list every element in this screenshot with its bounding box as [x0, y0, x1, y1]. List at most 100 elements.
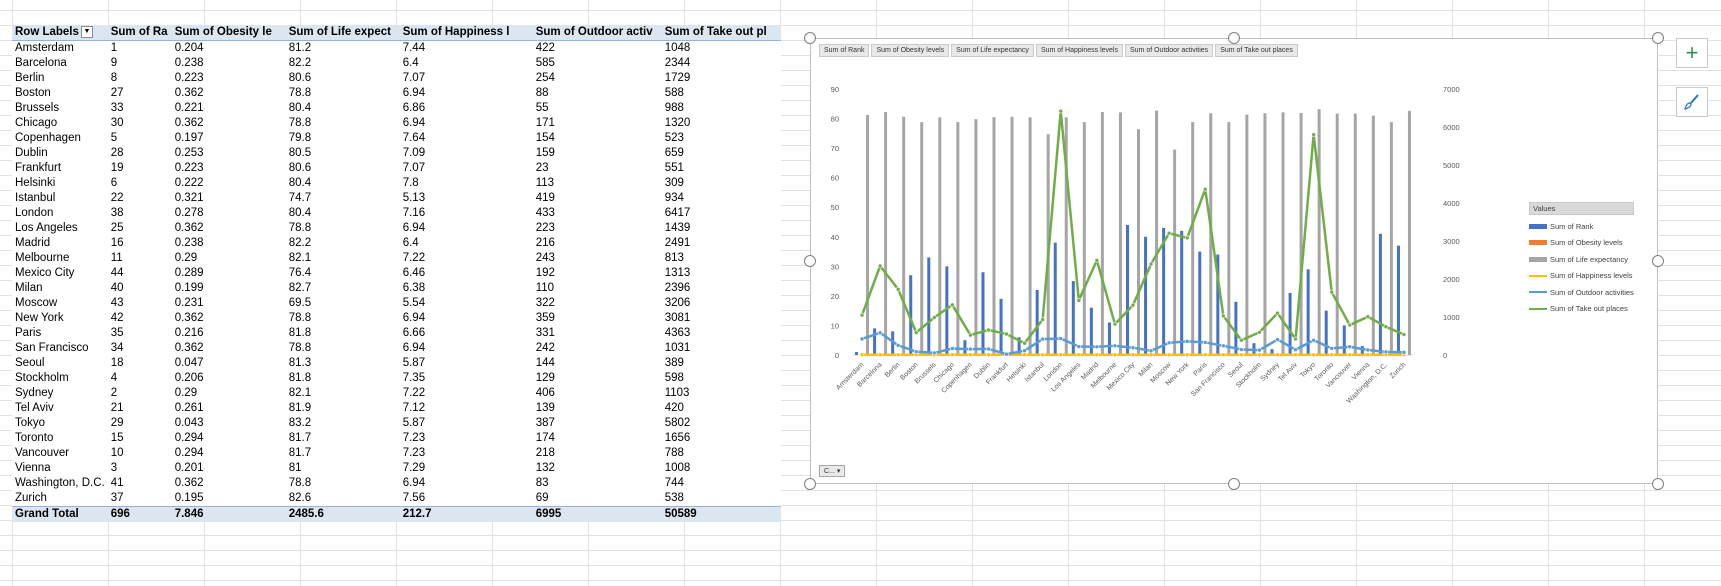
row-label-cell[interactable]: New York	[15, 312, 64, 324]
row-label-cell[interactable]: Milan	[15, 282, 43, 294]
value-cell[interactable]: 144	[535, 357, 555, 369]
row-label-cell[interactable]: Dublin	[15, 147, 48, 159]
value-cell[interactable]: 174	[535, 432, 555, 444]
value-cell[interactable]: 7.22	[402, 387, 426, 399]
value-cell[interactable]: 5.87	[402, 417, 426, 429]
value-cell[interactable]: 359	[535, 312, 555, 324]
value-cell[interactable]: 3081	[664, 312, 691, 324]
value-cell[interactable]: 43	[110, 297, 124, 309]
value-cell[interactable]: 78.8	[288, 312, 312, 324]
value-cell[interactable]: 7.07	[402, 72, 426, 84]
row-label-cell[interactable]: Washington, D.C.	[15, 477, 105, 489]
resize-handle[interactable]	[1652, 255, 1664, 267]
value-cell[interactable]: 80.6	[288, 162, 312, 174]
value-cell[interactable]: 21	[110, 402, 124, 414]
value-cell[interactable]: 0.047	[174, 357, 204, 369]
value-cell[interactable]: 40	[110, 282, 124, 294]
value-cell[interactable]: 406	[535, 387, 555, 399]
value-cell[interactable]: 6.38	[402, 282, 426, 294]
row-label-cell[interactable]: Seoul	[15, 357, 45, 369]
value-cell[interactable]: 218	[535, 447, 555, 459]
value-cell[interactable]: 0.223	[174, 162, 204, 174]
value-cell[interactable]: 154	[535, 132, 555, 144]
value-cell[interactable]: 7.12	[402, 402, 426, 414]
value-cell[interactable]: 309	[664, 177, 684, 189]
value-cell[interactable]: 81.9	[288, 402, 312, 414]
value-cell[interactable]: 83.2	[288, 417, 312, 429]
value-cell[interactable]: 6.94	[402, 312, 426, 324]
value-cell[interactable]: 5	[110, 132, 118, 144]
value-cell[interactable]: 0.362	[174, 312, 204, 324]
value-cell[interactable]: 3206	[664, 297, 691, 309]
row-label-cell[interactable]: Toronto	[15, 432, 54, 444]
value-cell[interactable]: 5802	[664, 417, 691, 429]
value-cell[interactable]: 6.86	[402, 102, 426, 114]
value-cell[interactable]: 216	[535, 237, 555, 249]
value-cell[interactable]: 322	[535, 297, 555, 309]
row-label-cell[interactable]: Stockholm	[15, 372, 69, 384]
value-cell[interactable]: 132	[535, 462, 555, 474]
value-cell[interactable]: 5.87	[402, 357, 426, 369]
filter-dropdown-icon[interactable]: ▼	[80, 25, 93, 38]
value-cell[interactable]: 331	[535, 327, 555, 339]
value-cell[interactable]: 78.8	[288, 342, 312, 354]
row-label-cell[interactable]: San Francisco	[15, 342, 89, 354]
row-label-cell[interactable]: Paris	[15, 327, 42, 339]
value-cell[interactable]: 78.8	[288, 117, 312, 129]
value-cell[interactable]: 6.94	[402, 117, 426, 129]
column-header[interactable]: Sum of Obesity le	[171, 25, 286, 41]
value-cell[interactable]: 11	[110, 252, 123, 264]
value-cell[interactable]: 7.23	[402, 447, 426, 459]
value-cell[interactable]: 7.23	[402, 432, 426, 444]
value-cell[interactable]: 7.8	[402, 177, 419, 189]
value-cell[interactable]: 15	[110, 432, 124, 444]
value-cell[interactable]: 22	[110, 192, 124, 204]
value-cell[interactable]: 82.7	[288, 282, 312, 294]
value-cell[interactable]: 585	[535, 57, 555, 69]
row-labels-header[interactable]: Row Labels ▼	[12, 25, 108, 41]
value-cell[interactable]: 78.8	[288, 87, 312, 99]
value-cell[interactable]: 80.6	[288, 72, 312, 84]
value-cell[interactable]: 79.8	[288, 132, 312, 144]
value-cell[interactable]: 82.6	[288, 492, 312, 504]
value-cell[interactable]: 80.5	[288, 147, 312, 159]
row-label-cell[interactable]: Los Angeles	[15, 222, 78, 234]
value-cell[interactable]: 1320	[664, 117, 691, 129]
value-cell[interactable]: 9	[110, 57, 118, 69]
value-cell[interactable]: 3	[110, 462, 118, 474]
value-cell[interactable]: 16	[110, 237, 124, 249]
value-cell[interactable]: 82.1	[288, 252, 312, 264]
value-cell[interactable]: 19	[110, 162, 124, 174]
total-cell[interactable]: 7.846	[171, 506, 286, 522]
value-cell[interactable]: 110	[535, 282, 555, 294]
value-cell[interactable]: 6.4	[402, 237, 419, 249]
chart-styles-button[interactable]	[1676, 87, 1708, 117]
value-cell[interactable]: 171	[535, 117, 555, 129]
value-cell[interactable]: 0.222	[174, 177, 204, 189]
value-cell[interactable]: 41	[110, 477, 124, 489]
value-cell[interactable]: 538	[664, 492, 684, 504]
legend-item[interactable]: Sum of Rank	[1529, 218, 1634, 235]
value-cell[interactable]: 25	[110, 222, 124, 234]
value-cell[interactable]: 0.278	[174, 207, 204, 219]
value-cell[interactable]: 0.221	[174, 102, 204, 114]
row-label-cell[interactable]: Madrid	[15, 237, 51, 249]
value-cell[interactable]: 422	[535, 42, 555, 54]
value-cell[interactable]: 81.8	[288, 327, 312, 339]
value-cell[interactable]: 34	[110, 342, 124, 354]
value-cell[interactable]: 42	[110, 312, 124, 324]
value-cell[interactable]: 0.238	[174, 57, 204, 69]
value-cell[interactable]: 7.44	[402, 42, 426, 54]
resize-handle[interactable]	[804, 255, 816, 267]
row-label-cell[interactable]: Sydney	[15, 387, 54, 399]
legend-item[interactable]: Sum of Outdoor activities	[1529, 284, 1634, 301]
chart-elements-button[interactable]: +	[1676, 38, 1708, 68]
value-cell[interactable]: 4363	[664, 327, 691, 339]
total-cell[interactable]: 212.7	[399, 506, 533, 522]
value-cell[interactable]: 7.07	[402, 162, 426, 174]
value-cell[interactable]: 81.3	[288, 357, 312, 369]
value-cell[interactable]: 1008	[664, 462, 691, 474]
value-cell[interactable]: 6.94	[402, 342, 426, 354]
value-cell[interactable]: 44	[110, 267, 124, 279]
legend-item[interactable]: Sum of Life expectancy	[1529, 251, 1634, 268]
